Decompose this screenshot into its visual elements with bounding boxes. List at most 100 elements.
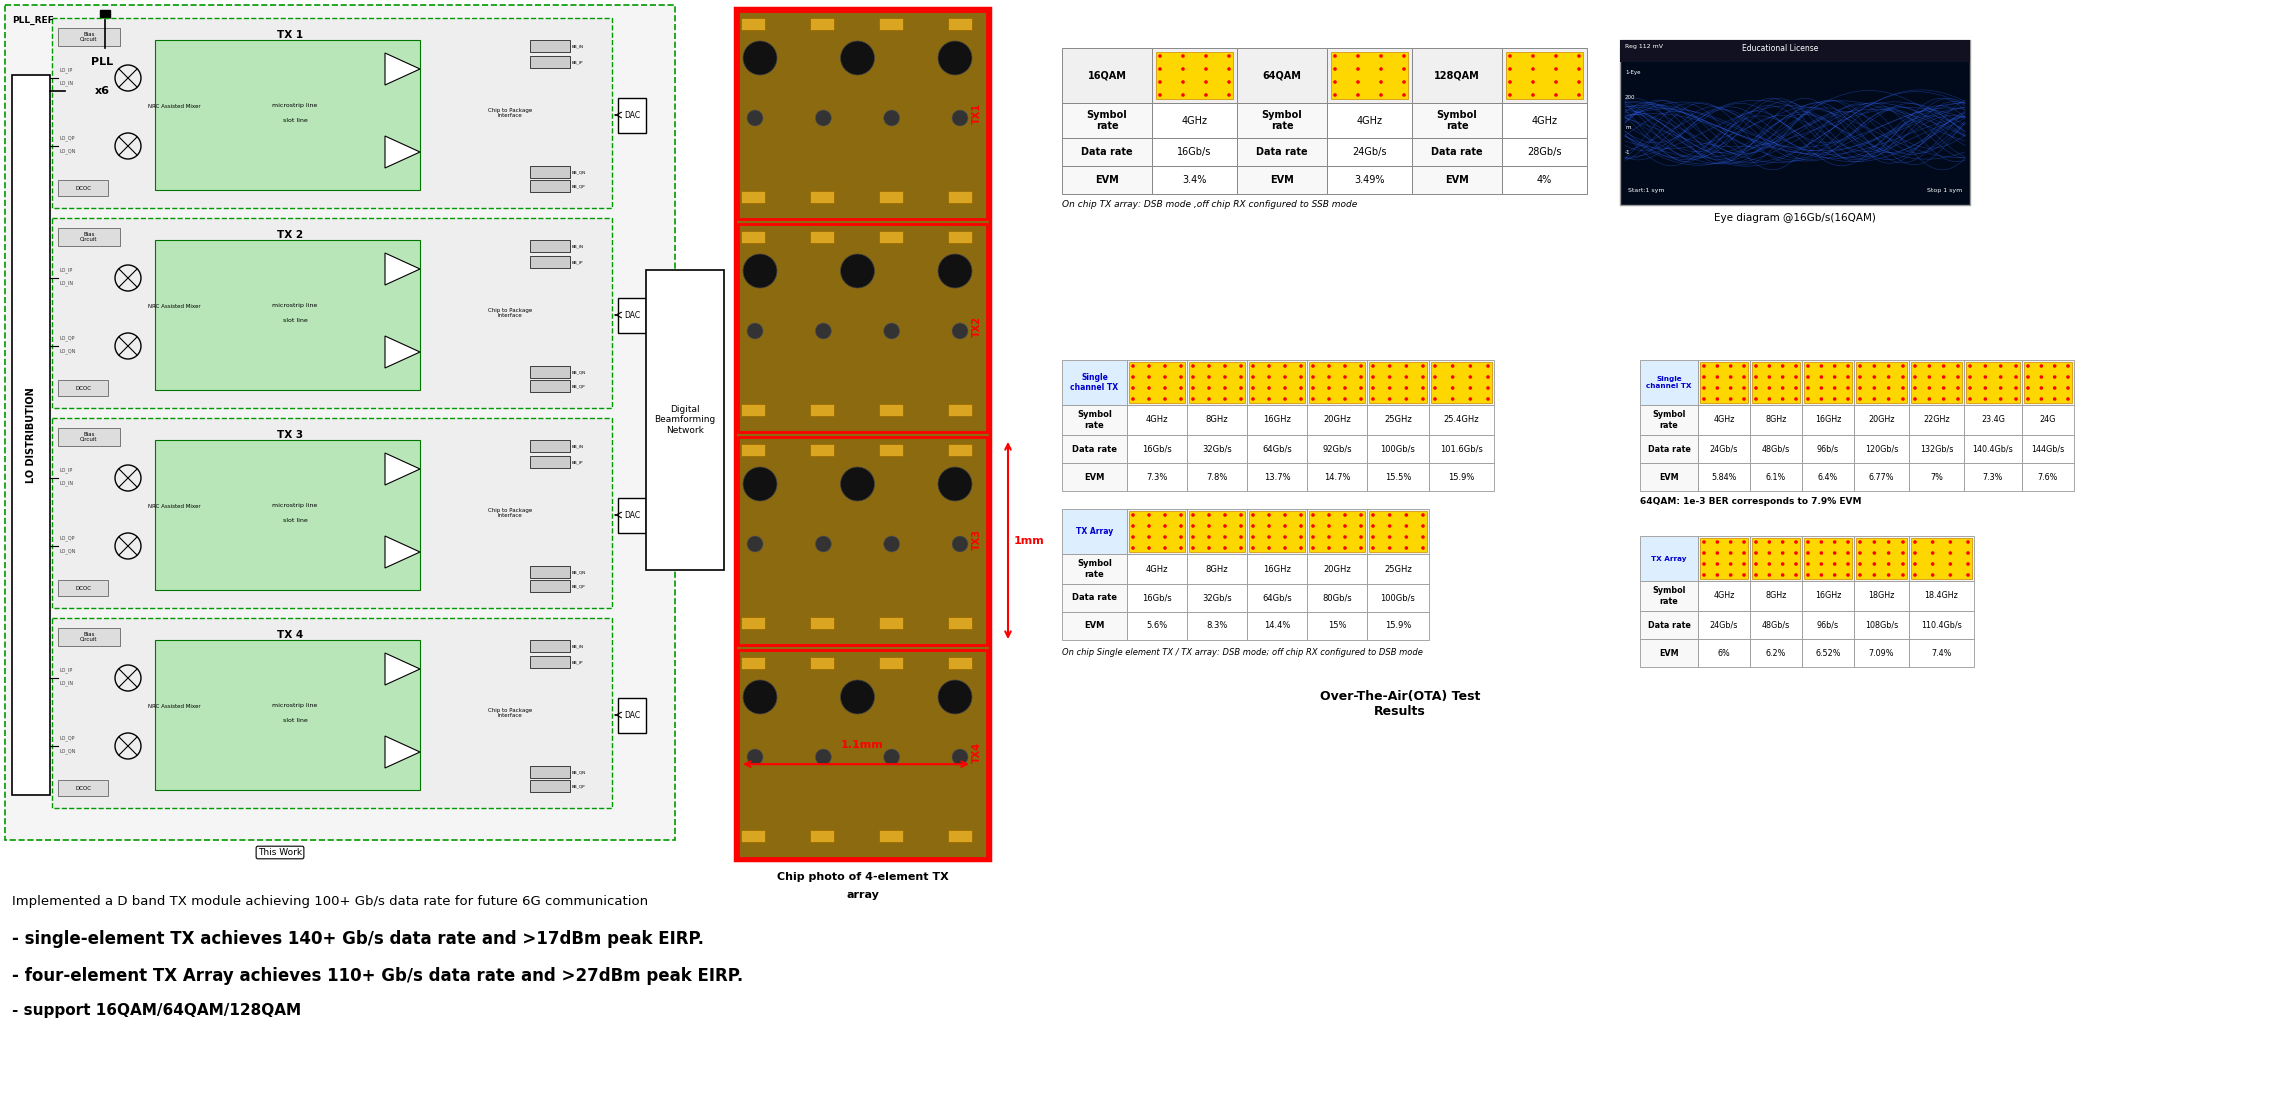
Circle shape — [1432, 387, 1437, 390]
Bar — [1855, 434, 1909, 463]
Circle shape — [1900, 551, 1905, 555]
Circle shape — [1887, 387, 1891, 390]
Circle shape — [1795, 364, 1798, 368]
Circle shape — [747, 110, 763, 126]
Circle shape — [1900, 375, 1905, 379]
Bar — [5, 4, 676, 840]
Text: 108Gb/s: 108Gb/s — [1864, 620, 1898, 629]
Text: Reg 112 mV: Reg 112 mV — [1624, 43, 1663, 49]
Bar — [1855, 536, 1909, 582]
Circle shape — [1357, 55, 1359, 58]
Bar — [1697, 434, 1750, 463]
Bar — [740, 18, 765, 30]
Text: NRC Assisted Mixer: NRC Assisted Mixer — [148, 303, 201, 309]
Circle shape — [1729, 375, 1734, 379]
Circle shape — [1702, 387, 1706, 390]
Circle shape — [1300, 525, 1302, 528]
Circle shape — [1967, 540, 1969, 544]
Text: EVM: EVM — [1085, 622, 1105, 631]
Circle shape — [1192, 535, 1195, 539]
Text: DCOC: DCOC — [75, 186, 91, 190]
Text: 140.4Gb/s: 140.4Gb/s — [1973, 444, 2014, 453]
Text: 64Gb/s: 64Gb/s — [1263, 594, 1293, 603]
Circle shape — [841, 254, 875, 289]
Circle shape — [1343, 387, 1348, 390]
Circle shape — [1941, 387, 1946, 390]
Circle shape — [1421, 514, 1425, 517]
Text: 6.1%: 6.1% — [1766, 472, 1786, 481]
Circle shape — [1820, 540, 1823, 544]
Text: 22GHz: 22GHz — [1923, 416, 1951, 424]
Circle shape — [1158, 94, 1163, 97]
Circle shape — [1983, 364, 1987, 368]
Circle shape — [1820, 387, 1823, 390]
Bar — [1062, 584, 1126, 612]
Circle shape — [1469, 364, 1473, 368]
Circle shape — [1887, 364, 1891, 368]
Circle shape — [1768, 574, 1770, 577]
Circle shape — [1969, 375, 1971, 379]
Bar — [1697, 536, 1750, 582]
Bar — [530, 656, 571, 668]
Circle shape — [1743, 387, 1745, 390]
Circle shape — [939, 467, 973, 501]
Text: 28Gb/s: 28Gb/s — [1528, 147, 1562, 157]
Text: 48Gb/s: 48Gb/s — [1761, 444, 1791, 453]
Text: 8GHz: 8GHz — [1766, 592, 1786, 600]
Circle shape — [1914, 540, 1916, 544]
Circle shape — [1389, 375, 1391, 379]
Bar — [1750, 434, 1802, 463]
Bar — [1126, 554, 1188, 584]
Circle shape — [1421, 546, 1425, 550]
Text: DAC: DAC — [624, 711, 640, 720]
Text: Implemented a D band TX module achieving 100+ Gb/s data rate for future 6G commu: Implemented a D band TX module achieving… — [11, 895, 649, 908]
Bar — [155, 641, 420, 790]
Bar — [57, 628, 121, 646]
Bar — [1151, 48, 1238, 102]
Text: 24Gb/s: 24Gb/s — [1711, 444, 1738, 453]
Circle shape — [1900, 540, 1905, 544]
Circle shape — [747, 323, 763, 339]
Circle shape — [1147, 364, 1151, 368]
Circle shape — [1204, 94, 1208, 97]
Circle shape — [1578, 94, 1581, 97]
Text: BB_IP: BB_IP — [571, 460, 582, 465]
Circle shape — [1370, 514, 1375, 517]
Text: LO_QN: LO_QN — [59, 148, 75, 154]
Polygon shape — [386, 53, 420, 85]
Circle shape — [1807, 398, 1809, 401]
Bar — [879, 231, 902, 243]
Text: 7.4%: 7.4% — [1932, 648, 1953, 657]
Text: 18.4GHz: 18.4GHz — [1925, 592, 1957, 600]
Circle shape — [2026, 398, 2030, 401]
Bar — [1964, 463, 2021, 491]
Bar — [57, 228, 121, 246]
Circle shape — [1530, 67, 1535, 71]
Circle shape — [1158, 55, 1163, 58]
Polygon shape — [386, 453, 420, 485]
Bar — [155, 440, 420, 590]
Circle shape — [884, 323, 900, 339]
Circle shape — [1782, 364, 1784, 368]
Bar — [1804, 362, 1852, 403]
Bar — [1188, 463, 1247, 491]
Bar — [530, 367, 571, 378]
Text: Data rate: Data rate — [1432, 147, 1482, 157]
Circle shape — [1859, 574, 1861, 577]
Circle shape — [1327, 514, 1332, 517]
Bar — [1247, 584, 1306, 612]
Bar — [1327, 48, 1412, 102]
Bar — [1188, 434, 1247, 463]
Circle shape — [1370, 525, 1375, 528]
Bar — [1640, 360, 1697, 405]
Text: DCOC: DCOC — [75, 586, 91, 590]
Bar — [53, 418, 612, 608]
Bar — [1802, 434, 1855, 463]
Text: - single-element TX achieves 140+ Gb/s data rate and >17dBm peak EIRP.: - single-element TX achieves 140+ Gb/s d… — [11, 930, 703, 948]
Circle shape — [1147, 398, 1151, 401]
Circle shape — [1405, 398, 1409, 401]
Bar — [57, 180, 107, 196]
Bar — [1640, 434, 1697, 463]
Bar — [738, 11, 987, 219]
Bar — [530, 240, 571, 252]
